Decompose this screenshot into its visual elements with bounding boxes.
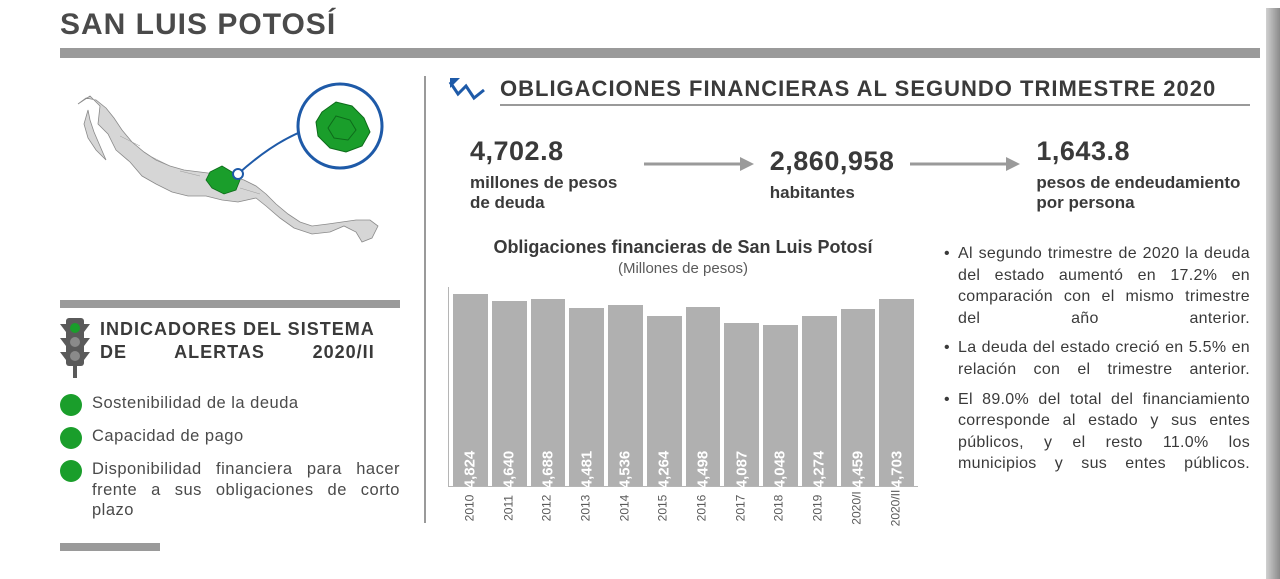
bar-value-label: 4,264	[656, 451, 673, 489]
page-right-edge	[1266, 8, 1280, 579]
bar-value-label: 4,274	[811, 451, 828, 489]
x-axis-label: 2013	[570, 491, 600, 526]
alert-item: Disponibilidad financiera para hacer fre…	[60, 459, 400, 521]
stat-label: habitantes	[770, 183, 895, 203]
chart-bar: 4,640	[492, 301, 527, 486]
mexico-map	[60, 76, 400, 286]
bar-value-label: 4,640	[501, 451, 518, 489]
alerts-title-line1: INDICADORES DEL SISTEMA	[100, 318, 375, 341]
chart-bar: 4,274	[802, 316, 837, 486]
x-axis-label: 2019	[802, 491, 832, 526]
x-axis-label: 2014	[609, 491, 639, 526]
x-axis-label: 2010	[454, 491, 484, 526]
bullet-item: El 89.0% del total del financiamiento co…	[944, 389, 1250, 475]
alert-dot	[60, 460, 82, 482]
x-axis-label: 2015	[648, 491, 678, 526]
stat-debt: 4,702.8 millones de pesos de deuda	[470, 136, 628, 213]
chart-bar: 4,481	[569, 308, 604, 486]
x-axis-label: 2012	[532, 491, 562, 526]
stats-row: 4,702.8 millones de pesos de deuda 2,860…	[470, 136, 1250, 213]
map-svg	[60, 76, 400, 286]
alerts-head-text: INDICADORES DEL SISTEMA DE ALERTAS 2020/…	[100, 318, 375, 383]
page-title: SAN LUIS POTOSÍ	[60, 8, 1280, 42]
alert-label: Capacidad de pago	[92, 426, 244, 447]
bar-value-label: 4,481	[578, 451, 595, 489]
section-title: OBLIGACIONES FINANCIERAS AL SEGUNDO TRIM…	[500, 76, 1250, 106]
title-underline	[60, 48, 1260, 58]
chart-bar: 4,459	[841, 309, 876, 486]
x-axis-label: 2017	[725, 491, 755, 526]
chart-and-bullets: Obligaciones financieras de San Luis Pot…	[448, 237, 1250, 523]
chart-bar: 4,688	[531, 299, 566, 486]
alerts-list: Sostenibilidad de la deuda Capacidad de …	[60, 393, 400, 521]
alert-dot	[60, 394, 82, 416]
bar-value-label: 4,824	[462, 451, 479, 489]
stoplight-icon	[60, 318, 90, 383]
chart-title: Obligaciones financieras de San Luis Pot…	[448, 237, 918, 258]
bar-value-label: 4,688	[539, 451, 556, 489]
bullet-item: Al segundo trimestre de 2020 la deuda de…	[944, 243, 1250, 329]
stat-label: millones de pesos de deuda	[470, 173, 628, 213]
bar-value-label: 4,459	[849, 451, 866, 489]
alert-label: Disponibilidad financiera para hacer fre…	[92, 459, 400, 521]
chart-bars: 4,824 4,640 4,688 4,481 4,536 4,264 4,498 4,087…	[448, 287, 918, 487]
chart-x-labels: 2010 2011 2012 2013 2014 2015 2016 2017 2018 2019…	[448, 493, 918, 523]
x-axis-label: 2016	[686, 491, 716, 526]
alert-dot	[60, 427, 82, 449]
alert-item: Sostenibilidad de la deuda	[60, 393, 400, 416]
alerts-block: INDICADORES DEL SISTEMA DE ALERTAS 2020/…	[60, 318, 400, 383]
arrow-right-icon	[910, 157, 1020, 171]
alerts-title-line2: DE ALERTAS 2020/II	[100, 341, 375, 364]
bar-value-label: 4,048	[772, 451, 789, 489]
chart-bar: 4,498	[686, 307, 721, 486]
trend-down-icon	[448, 76, 488, 106]
left-column: INDICADORES DEL SISTEMA DE ALERTAS 2020/…	[60, 76, 400, 523]
bottom-rule-stub	[60, 543, 160, 551]
chart-subtitle: (Millones de pesos)	[448, 260, 918, 277]
bullet-item: La deuda del estado creció en 5.5% en re…	[944, 337, 1250, 380]
chart-bar: 4,703	[879, 299, 914, 486]
arrow-right-icon	[644, 157, 754, 171]
alert-item: Capacidad de pago	[60, 426, 400, 449]
stat-percapita: 1,643.8 pesos de endeudamiento por perso…	[1036, 136, 1250, 213]
stat-value: 2,860,958	[770, 146, 895, 177]
bar-value-label: 4,498	[694, 451, 711, 489]
x-axis-label: 2020/I	[841, 491, 871, 526]
bar-value-label: 4,536	[617, 451, 634, 489]
stat-value: 1,643.8	[1036, 136, 1250, 167]
chart-bar: 4,264	[647, 316, 682, 486]
bullets-block: Al segundo trimestre de 2020 la deuda de…	[944, 237, 1250, 523]
section-header: OBLIGACIONES FINANCIERAS AL SEGUNDO TRIM…	[448, 76, 1250, 106]
x-axis-label: 2020/II	[881, 490, 911, 527]
alerts-top-rule	[60, 300, 400, 308]
bar-value-label: 4,087	[733, 451, 750, 489]
content: INDICADORES DEL SISTEMA DE ALERTAS 2020/…	[60, 76, 1250, 523]
chart-bar: 4,087	[724, 323, 759, 486]
alert-label: Sostenibilidad de la deuda	[92, 393, 299, 414]
bar-chart: Obligaciones financieras de San Luis Pot…	[448, 237, 918, 523]
right-column: OBLIGACIONES FINANCIERAS AL SEGUNDO TRIM…	[424, 76, 1250, 523]
stat-population: 2,860,958 habitantes	[770, 146, 895, 203]
stat-value: 4,702.8	[470, 136, 628, 167]
chart-bar: 4,048	[763, 325, 798, 486]
x-axis-label: 2011	[493, 491, 523, 526]
x-axis-label: 2018	[764, 491, 794, 526]
chart-bar: 4,824	[453, 294, 488, 486]
chart-bar: 4,536	[608, 305, 643, 486]
stat-label: pesos de endeudamiento por persona	[1036, 173, 1250, 213]
bar-value-label: 4,703	[888, 451, 905, 489]
